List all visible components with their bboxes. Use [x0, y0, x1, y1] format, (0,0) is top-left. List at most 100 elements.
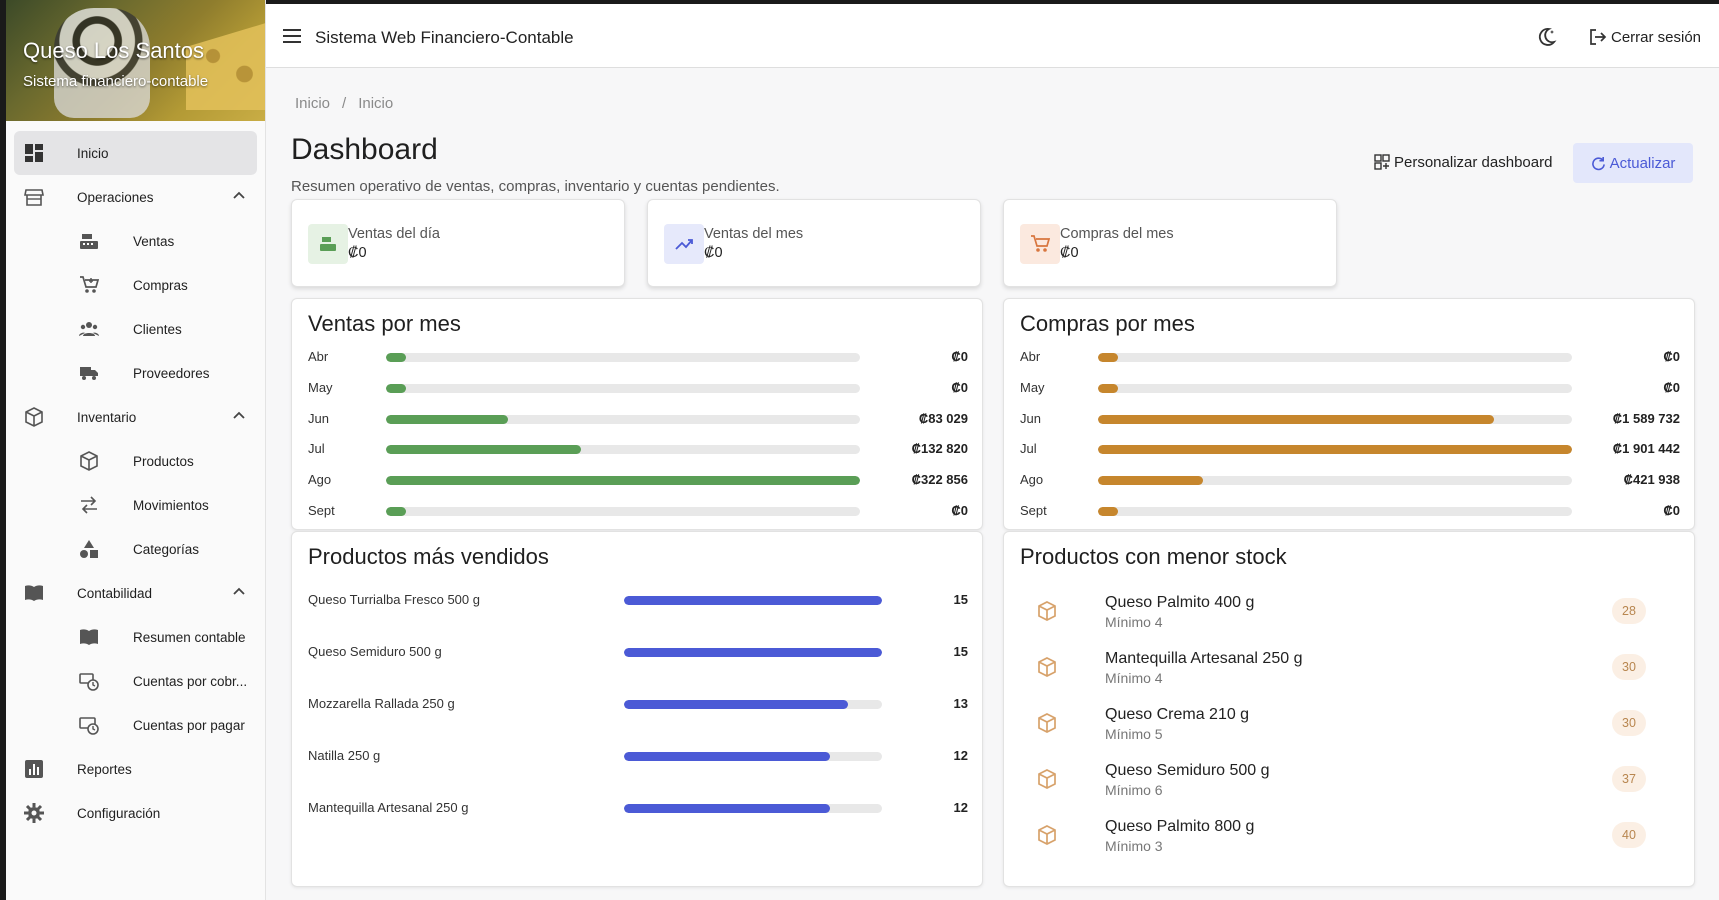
sidebar-item-resumen-contable[interactable]: Resumen contable — [6, 615, 265, 659]
stock-badge: 30 — [1612, 654, 1646, 680]
chevron-up-icon[interactable] — [231, 584, 247, 600]
low-stock-row[interactable]: Queso Palmito 800 g Mínimo 3 40 — [1020, 814, 1660, 864]
sidebar-item-label: Categorías — [133, 541, 200, 557]
sidebar-item-cuentas-por-cobrar[interactable]: Cuentas por cobr... — [6, 659, 265, 703]
dark-mode-icon[interactable] — [1535, 26, 1557, 48]
ventas_por_mes-row: Jul ₡132 820 — [308, 439, 968, 459]
value-label: ₡1 901 442 — [1612, 441, 1680, 457]
top-product-row: Natilla 250 g 12 — [308, 746, 968, 766]
sidebar-item-label: Cuentas por cobr... — [133, 673, 248, 689]
bar-track — [624, 596, 882, 605]
cheese-image — [186, 20, 265, 110]
menu-icon[interactable] — [281, 26, 303, 46]
bar-fill — [386, 476, 860, 486]
box-icon — [1038, 657, 1056, 677]
sidebar-item-label: Cuentas por pagar — [133, 717, 245, 733]
sidebar-item-inventario[interactable]: Inventario — [6, 395, 265, 439]
chevron-up-icon[interactable] — [231, 408, 247, 424]
sidebar-item-inicio[interactable]: Inicio — [14, 131, 257, 175]
sidebar-item-label: Proveedores — [133, 365, 210, 381]
stock-badge: 37 — [1612, 766, 1646, 792]
breadcrumb-item-current: Inicio — [358, 95, 394, 112]
bar-fill — [386, 414, 508, 424]
sidebar-item-movimientos[interactable]: Movimientos — [6, 483, 265, 527]
sidebar-item-contabilidad[interactable]: Contabilidad — [6, 571, 265, 615]
sidebar-item-categorias[interactable]: Categorías — [6, 527, 265, 571]
value-label: ₡0 — [951, 503, 968, 518]
sidebar-item-cuentas-por-pagar[interactable]: Cuentas por pagar — [6, 703, 265, 747]
sidebar-item-clientes[interactable]: Clientes — [6, 307, 265, 351]
logout-button[interactable]: Cerrar sesión — [1589, 28, 1701, 46]
kpi-card-ventas-mes: Ventas del mes ₡0 — [647, 199, 981, 287]
sidebar-item-configuracion[interactable]: Configuración — [6, 791, 265, 835]
page-subtitle: Resumen operativo de ventas, compras, in… — [291, 178, 780, 195]
customize-dashboard-button[interactable]: Personalizar dashboard — [1374, 142, 1552, 182]
ventas_por_mes-row: Abr ₡0 — [308, 347, 968, 367]
bar-fill — [624, 700, 848, 709]
swap-icon — [81, 496, 97, 514]
product-name: Queso Palmito 800 g — [1105, 818, 1255, 835]
top-products-card: Productos más vendidos Queso Turrialba F… — [291, 531, 983, 887]
sidebar-item-label: Inicio — [77, 145, 109, 161]
dashboard-customize-icon — [1374, 154, 1390, 170]
sidebar-item-proveedores[interactable]: Proveedores — [6, 351, 265, 395]
brand-subtitle: Sistema financiero-contable — [23, 73, 209, 90]
people-icon — [79, 322, 99, 336]
refresh-icon — [1591, 156, 1605, 170]
bar-fill — [624, 596, 882, 605]
book-icon — [25, 585, 43, 601]
month-label: Ago — [308, 472, 332, 488]
product-minimum: Mínimo 5 — [1105, 726, 1163, 742]
bar-fill — [1098, 507, 1118, 516]
app-title: Sistema Web Financiero-Contable — [315, 28, 574, 47]
product-minimum: Mínimo 4 — [1105, 614, 1163, 630]
package-icon — [25, 407, 43, 427]
sidebar-item-label: Resumen contable — [133, 629, 246, 645]
ventas-por-mes-card: Ventas por mes Abr ₡0 May ₡0 Jun ₡83 029 Jul ₡1… — [291, 298, 983, 530]
bar-track — [1098, 507, 1572, 516]
product-minimum: Mínimo 4 — [1105, 670, 1163, 686]
bar-track — [1098, 476, 1572, 486]
product-qty: 15 — [953, 644, 968, 659]
cart-icon — [80, 276, 99, 293]
sidebar-item-productos[interactable]: Productos — [6, 439, 265, 483]
refresh-button[interactable]: Actualizar — [1573, 143, 1693, 183]
stock-badge: 40 — [1612, 822, 1646, 848]
low-stock-row[interactable]: Mantequilla Artesanal 250 g Mínimo 4 30 — [1020, 646, 1660, 696]
value-label: ₡0 — [951, 349, 968, 364]
sidebar-item-label: Ventas — [133, 233, 175, 249]
month-label: May — [1020, 379, 1045, 395]
bar-track — [386, 414, 860, 424]
sidebar-item-ventas[interactable]: Ventas — [6, 219, 265, 263]
product-name: Queso Crema 210 g — [1105, 706, 1250, 723]
bar-fill — [1098, 445, 1572, 455]
card-title: Compras por mes — [1020, 311, 1195, 336]
logout-label: Cerrar sesión — [1611, 28, 1702, 46]
kpi-value: ₡0 — [1060, 245, 1079, 261]
bar-track — [624, 752, 882, 761]
stock-badge: 30 — [1612, 710, 1646, 736]
low-stock-row[interactable]: Queso Semiduro 500 g Mínimo 6 37 — [1020, 758, 1660, 808]
box-icon — [1038, 769, 1056, 789]
chevron-up-icon[interactable] — [231, 188, 247, 204]
breadcrumb-item[interactable]: Inicio — [295, 95, 331, 112]
value-label: ₡322 856 — [911, 472, 968, 488]
shapes-icon — [80, 540, 98, 558]
low-stock-row[interactable]: Queso Crema 210 g Mínimo 5 30 — [1020, 702, 1660, 752]
kpi-label: Ventas del día — [348, 226, 440, 242]
product-name: Mozzarella Rallada 250 g — [308, 696, 455, 711]
sidebar-item-reportes[interactable]: Reportes — [6, 747, 265, 791]
cash-register-icon — [320, 237, 336, 251]
box-icon — [80, 451, 98, 471]
kpi-icon-box — [1020, 224, 1060, 264]
low-stock-row[interactable]: Queso Palmito 400 g Mínimo 4 28 — [1020, 590, 1660, 640]
sidebar-item-operaciones[interactable]: Operaciones — [6, 175, 265, 219]
kpi-value: ₡0 — [348, 245, 367, 261]
gear-icon — [24, 803, 44, 823]
sidebar-item-compras[interactable]: Compras — [6, 263, 265, 307]
kpi-value: ₡0 — [704, 245, 723, 261]
month-label: Abr — [1020, 349, 1041, 364]
bar-fill — [386, 383, 406, 393]
value-label: ₡421 938 — [1623, 472, 1680, 488]
bar-track — [1098, 383, 1572, 393]
